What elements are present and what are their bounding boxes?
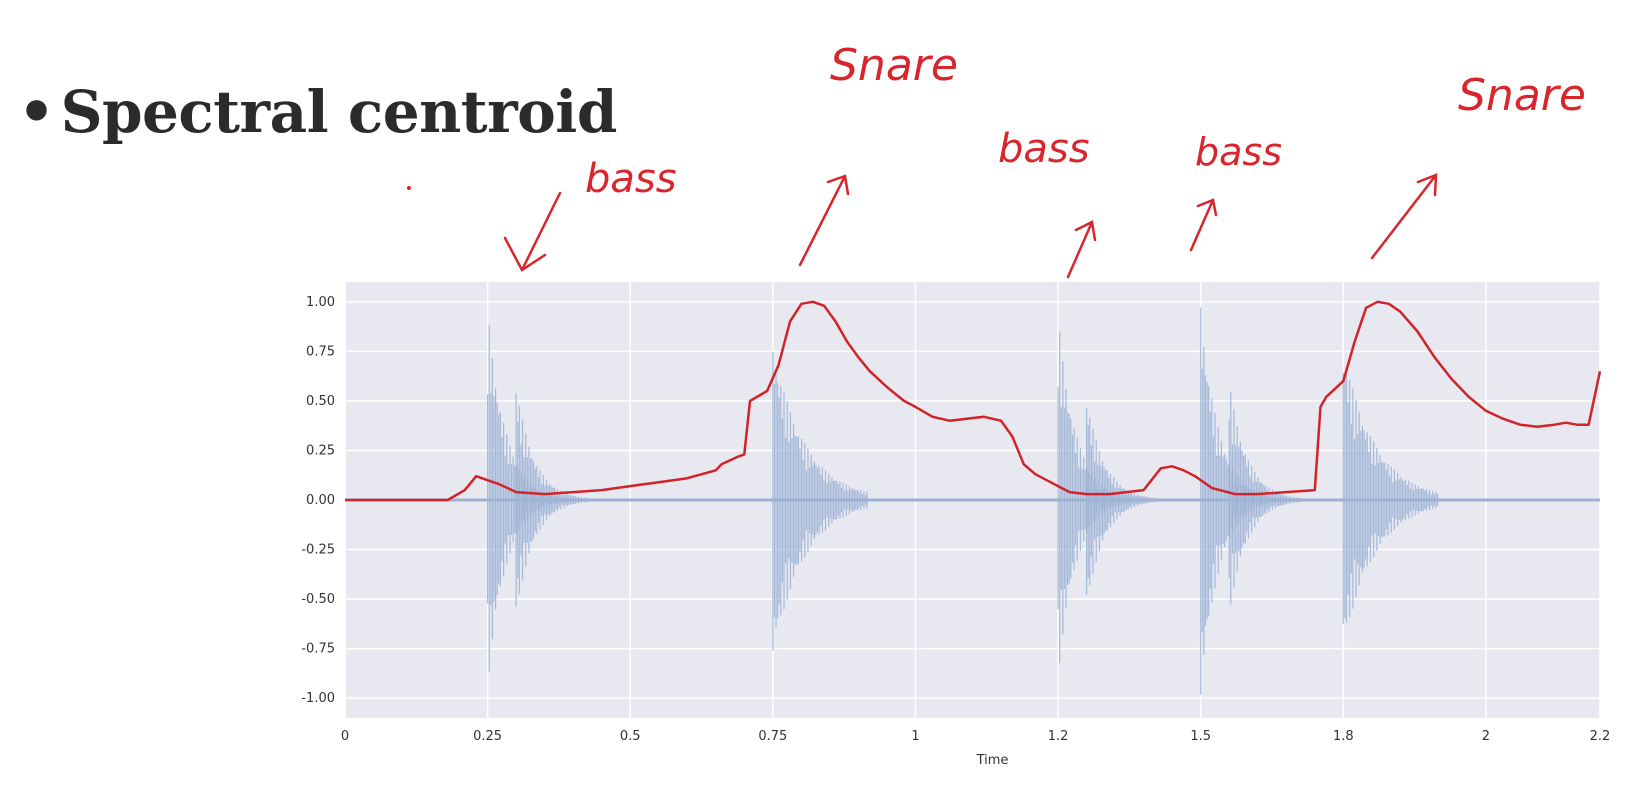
- waveform-burst: [515, 393, 611, 607]
- y-tick-label: 0.75: [306, 344, 335, 359]
- annotation-label: bass: [1195, 130, 1282, 174]
- arrow-icon: [1189, 198, 1218, 252]
- x-tick-label: 1: [911, 729, 919, 744]
- y-tick-label: -0.25: [301, 543, 335, 558]
- x-tick-label: 0: [341, 729, 349, 744]
- stray-ink-dot: [407, 186, 411, 190]
- annotation-label: bass: [998, 126, 1090, 172]
- x-tick-labels: 0 0.25 0.5 0.75 1 1.2 1.5 1.8 2 2.2: [341, 729, 1610, 744]
- x-tick-label: 2: [1482, 729, 1490, 744]
- spectral-centroid-series: [345, 300, 1602, 502]
- annotations: bass Snare bass bass Snare: [503, 40, 1586, 279]
- annotation-label: bass: [585, 156, 677, 202]
- slide-title-text: Spectral centroid: [60, 78, 618, 146]
- x-tick-label: 1.8: [1333, 729, 1354, 744]
- y-tick-label: -0.50: [301, 592, 335, 607]
- centroid-line: [345, 300, 1602, 502]
- waveform-burst: [1342, 372, 1439, 625]
- slide-title: • Spectral centroid: [18, 78, 617, 146]
- waveform-burst: [1085, 408, 1182, 596]
- x-tick-label: 0.25: [473, 729, 502, 744]
- x-tick-label: 0.75: [758, 729, 787, 744]
- arrow-icon: [503, 191, 562, 272]
- bullet: •: [18, 78, 55, 146]
- x-tick-label: 0.5: [620, 729, 641, 744]
- arrow-icon: [798, 174, 850, 267]
- annotation-label: Snare: [830, 40, 958, 91]
- arrow-icon: [1370, 173, 1438, 260]
- x-tick-label: 1.5: [1190, 729, 1211, 744]
- y-tick-labels: 1.00 0.75 0.50 0.25 0.00 -0.25 -0.50 -0.75 -1.00: [301, 295, 335, 706]
- y-tick-label: -1.00: [301, 691, 335, 706]
- y-tick-label: 0.00: [306, 493, 335, 508]
- y-tick-label: -0.75: [301, 642, 335, 657]
- x-tick-label: 1.2: [1048, 729, 1069, 744]
- x-tick-label: 2.2: [1590, 729, 1611, 744]
- y-tick-label: 0.50: [306, 394, 335, 409]
- x-axis-label: Time: [976, 753, 1009, 768]
- y-tick-label: 1.00: [306, 295, 335, 310]
- arrow-icon: [1066, 220, 1097, 279]
- annotation-label: Snare: [1458, 70, 1586, 121]
- waveform-burst: [1228, 391, 1325, 605]
- waveform-burst: [772, 351, 868, 651]
- waveform-series: [345, 307, 1600, 695]
- y-tick-label: 0.25: [306, 443, 335, 458]
